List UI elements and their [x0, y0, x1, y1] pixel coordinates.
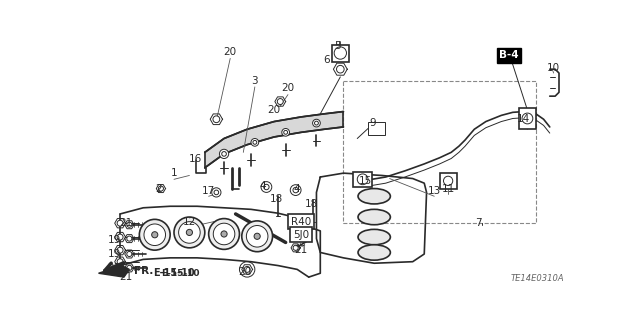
Text: 17: 17	[202, 186, 215, 196]
Circle shape	[334, 47, 346, 59]
Text: B-4: B-4	[499, 50, 519, 60]
Text: 18: 18	[270, 194, 283, 204]
Circle shape	[244, 267, 250, 272]
Text: 16: 16	[189, 154, 202, 164]
Text: 6: 6	[323, 55, 330, 65]
Circle shape	[117, 220, 123, 226]
Circle shape	[220, 149, 228, 158]
Text: FR.: FR.	[134, 266, 154, 276]
Circle shape	[312, 119, 320, 127]
Circle shape	[117, 247, 123, 253]
Circle shape	[291, 185, 301, 196]
Circle shape	[221, 152, 227, 156]
Text: 11: 11	[442, 184, 455, 194]
Circle shape	[314, 121, 318, 125]
Text: 18: 18	[305, 199, 317, 209]
Circle shape	[337, 65, 344, 73]
Text: R40: R40	[291, 217, 311, 227]
Text: 13: 13	[428, 186, 441, 196]
Ellipse shape	[358, 209, 390, 225]
Text: 20: 20	[268, 105, 281, 115]
Circle shape	[293, 245, 298, 250]
Text: 7: 7	[475, 218, 481, 228]
Circle shape	[251, 139, 259, 146]
Circle shape	[293, 188, 298, 193]
Text: E-15-10: E-15-10	[161, 269, 200, 278]
Circle shape	[253, 140, 257, 144]
Text: TE14E0310A: TE14E0310A	[511, 274, 564, 283]
Text: 5: 5	[334, 41, 340, 51]
Polygon shape	[99, 266, 129, 277]
Text: 4: 4	[259, 181, 266, 191]
Circle shape	[212, 188, 221, 197]
Text: 21: 21	[120, 218, 133, 228]
Circle shape	[127, 236, 132, 241]
Text: 21: 21	[120, 272, 133, 282]
Bar	[368, 122, 385, 135]
Text: 21: 21	[294, 245, 308, 255]
Text: 14: 14	[517, 114, 530, 124]
Bar	[344, 81, 536, 223]
Circle shape	[144, 224, 166, 245]
Text: 19: 19	[108, 249, 120, 259]
Circle shape	[127, 265, 132, 270]
Text: 1: 1	[171, 168, 177, 178]
Text: 4: 4	[294, 184, 301, 194]
Text: 21: 21	[108, 263, 120, 273]
Ellipse shape	[358, 229, 390, 245]
Circle shape	[221, 231, 227, 237]
Text: 20: 20	[238, 267, 252, 277]
Text: 15: 15	[358, 176, 372, 186]
Circle shape	[158, 186, 163, 191]
Circle shape	[277, 99, 284, 105]
Text: 5J0: 5J0	[293, 230, 309, 240]
Circle shape	[127, 252, 132, 257]
Text: 3: 3	[252, 76, 258, 86]
Circle shape	[254, 233, 260, 239]
Bar	[353, 172, 372, 187]
Circle shape	[357, 174, 368, 185]
Text: 20: 20	[223, 47, 237, 57]
Circle shape	[209, 219, 239, 249]
Circle shape	[264, 184, 269, 190]
Bar	[519, 108, 536, 129]
Bar	[440, 173, 456, 188]
Circle shape	[179, 222, 200, 243]
Text: 9: 9	[369, 118, 376, 128]
Circle shape	[284, 131, 287, 134]
Circle shape	[213, 116, 220, 123]
Circle shape	[522, 113, 533, 124]
Circle shape	[186, 229, 193, 236]
Circle shape	[242, 221, 273, 252]
Text: 19: 19	[108, 235, 120, 245]
Circle shape	[246, 226, 268, 247]
Circle shape	[127, 222, 132, 227]
Circle shape	[174, 217, 205, 248]
Circle shape	[117, 234, 123, 240]
Circle shape	[444, 176, 452, 186]
Bar	[332, 44, 349, 61]
Polygon shape	[205, 112, 344, 168]
Text: 12: 12	[183, 217, 196, 227]
Text: E-15-10: E-15-10	[153, 268, 195, 278]
Circle shape	[152, 232, 158, 238]
Text: 10: 10	[547, 63, 560, 73]
Circle shape	[214, 190, 219, 195]
Circle shape	[282, 129, 289, 136]
Text: 2: 2	[156, 184, 162, 194]
Circle shape	[140, 219, 170, 250]
Circle shape	[213, 223, 235, 245]
Ellipse shape	[358, 188, 390, 204]
Text: 20: 20	[282, 84, 294, 93]
Ellipse shape	[358, 245, 390, 260]
Circle shape	[261, 182, 272, 192]
Circle shape	[117, 259, 123, 265]
